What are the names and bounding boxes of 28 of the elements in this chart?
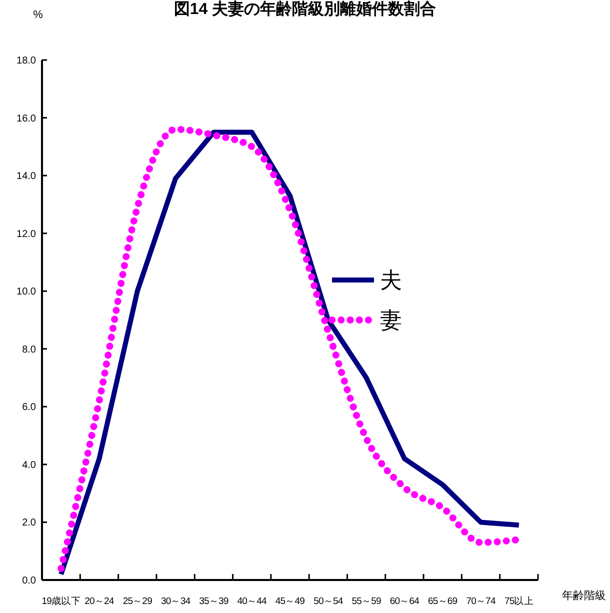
x-tick-label: 35～39 [199, 596, 228, 607]
x-tick-label: 65～69 [428, 596, 458, 607]
y-tick-label: 6.0 [22, 402, 36, 414]
legend-label: 夫 [380, 268, 402, 293]
y-tick-label: 2.0 [22, 518, 36, 529]
legend-label: 妻 [380, 308, 402, 333]
y-tick-label: 14.0 [16, 171, 36, 182]
y-tick-label: 10.0 [16, 286, 36, 298]
chart-title: 図14 夫妻の年齢階級別離婚件数割合 [174, 0, 436, 18]
x-tick-label: 30～34 [160, 596, 190, 607]
x-tick-label: 75以上 [504, 595, 534, 607]
y-axis-title: % [33, 9, 44, 21]
y-tick-label: 18.0 [16, 56, 36, 66]
x-tick-label: 50～54 [314, 596, 343, 607]
y-tick-label: 16.0 [16, 113, 36, 124]
x-tick-label: 45～49 [275, 596, 305, 607]
x-axis-title: 年齢階級 [562, 590, 606, 602]
y-tick-label: 8.0 [22, 344, 36, 356]
x-tick-label: 60～64 [390, 596, 420, 607]
x-tick-label: 19歳以下 [42, 595, 81, 607]
y-tick-label: 4.0 [22, 460, 36, 471]
x-tick-label: 55～59 [352, 596, 381, 607]
x-tick-label: 70～74 [466, 596, 496, 607]
x-tick-label: 25～29 [122, 596, 152, 607]
y-tick-label: 12.0 [16, 228, 36, 240]
x-tick-label: 20～24 [84, 596, 114, 607]
x-tick-label: 40～44 [237, 596, 267, 607]
y-tick-label: 0.0 [22, 576, 36, 586]
